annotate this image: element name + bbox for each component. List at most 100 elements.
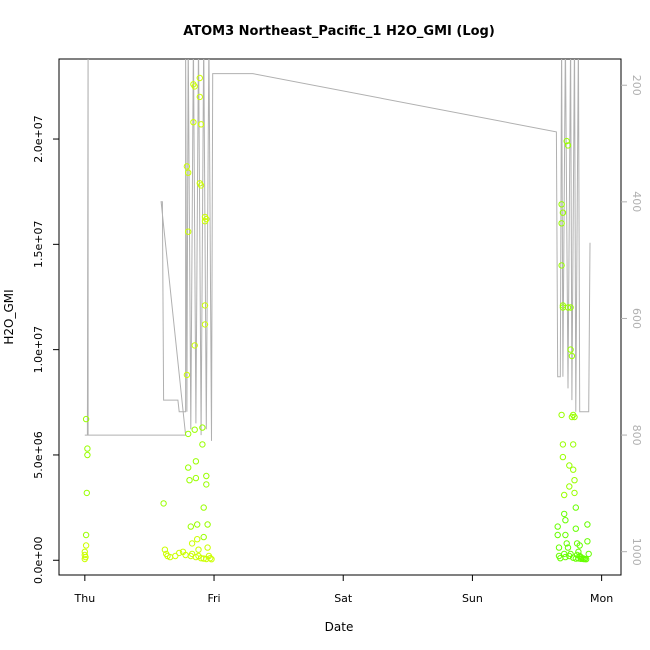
data-point	[185, 464, 192, 471]
data-point	[559, 209, 567, 216]
data-point	[566, 483, 573, 490]
pressure-line	[84, 59, 591, 441]
data-point	[567, 346, 574, 353]
data-point	[554, 531, 561, 539]
data-point	[192, 474, 200, 482]
data-point	[82, 415, 90, 423]
x-tick-label: Thu	[74, 592, 96, 605]
y-axis: 0.0e+00 5.0e+06 1.0e+07 1.5e+07 2.0e+07	[32, 115, 59, 584]
data-point	[194, 536, 201, 543]
data-point	[186, 477, 193, 484]
data-point	[176, 549, 183, 557]
right-tick-label: 1000	[630, 538, 643, 566]
data-point	[201, 321, 209, 328]
data-point	[562, 517, 569, 524]
data-point	[564, 544, 572, 551]
data-point	[554, 523, 561, 530]
data-point	[572, 525, 579, 532]
data-point	[585, 550, 592, 558]
data-point	[191, 426, 198, 433]
data-point	[563, 137, 570, 145]
y-tick-label: 1.0e+07	[32, 326, 45, 373]
data-point	[192, 458, 200, 465]
plot-frame	[58, 58, 622, 576]
data-point	[82, 531, 90, 539]
data-point	[201, 302, 209, 309]
data-point	[197, 182, 205, 189]
data-point	[559, 441, 567, 448]
data-point	[199, 441, 206, 448]
data-point	[207, 555, 214, 562]
data-point	[562, 531, 569, 539]
data-point	[185, 169, 192, 176]
data-point	[555, 544, 563, 551]
data-point	[203, 472, 210, 480]
y-tick-label: 5.0e+06	[32, 431, 45, 478]
data-point	[196, 93, 204, 101]
data-point	[183, 371, 191, 379]
data-point	[571, 413, 578, 421]
data-point	[203, 555, 210, 563]
data-point	[561, 550, 568, 558]
data-point	[84, 445, 91, 452]
data-point	[82, 542, 90, 549]
data-point	[584, 521, 591, 528]
data-point	[183, 163, 191, 170]
pressure-line-layer	[84, 59, 591, 441]
data-point	[562, 553, 569, 561]
data-point	[561, 510, 568, 518]
data-point	[204, 521, 211, 528]
data-point	[185, 228, 192, 235]
data-point	[564, 304, 572, 311]
y-tick-label: 1.5e+07	[32, 221, 45, 268]
data-point	[566, 552, 573, 560]
data-point	[81, 555, 89, 563]
data-point	[561, 491, 568, 499]
right-tick-label: 200	[630, 75, 643, 96]
data-point	[191, 342, 198, 349]
data-point	[564, 142, 572, 149]
data-point	[200, 533, 207, 541]
data-point	[190, 119, 197, 126]
data-point	[200, 555, 207, 562]
data-point	[172, 552, 179, 560]
data-point	[566, 462, 573, 469]
data-point	[196, 74, 204, 82]
x-axis-label: Date	[325, 620, 354, 634]
right-tick-label: 800	[630, 425, 643, 446]
y-tick-label: 2.0e+07	[32, 115, 45, 162]
x-axis: Thu Fri Sat Sun Mon	[74, 575, 613, 605]
data-point	[570, 441, 577, 448]
y-axis-label: H2O_GMI	[2, 289, 16, 344]
data-point	[161, 546, 169, 553]
data-point	[197, 121, 205, 128]
chart-title: ATOM3 Northeast_Pacific_1 H2O_GMI (Log)	[183, 24, 495, 39]
data-point	[203, 481, 210, 488]
data-point	[558, 411, 565, 419]
y-tick-label: 0.0e+00	[32, 537, 45, 584]
data-point	[188, 540, 196, 547]
data-point	[559, 453, 567, 461]
data-point	[575, 548, 582, 555]
data-point	[571, 477, 578, 484]
data-point	[568, 352, 576, 360]
data-point	[576, 542, 583, 549]
data-point	[570, 466, 577, 473]
data-point	[567, 304, 574, 311]
data-point	[195, 546, 202, 553]
data-point	[558, 262, 565, 269]
right-tick-label: 600	[630, 308, 643, 329]
data-point	[84, 451, 91, 459]
data-point	[580, 555, 587, 563]
data-point	[203, 215, 210, 223]
right-axis: 200 400 600 800 1000	[621, 75, 643, 566]
x-tick-label: Sat	[334, 592, 353, 605]
x-tick-label: Fri	[207, 592, 220, 605]
data-point	[187, 523, 195, 530]
data-point	[194, 521, 201, 528]
data-point	[83, 489, 91, 497]
right-tick-label: 400	[630, 191, 643, 212]
data-point	[584, 538, 591, 545]
data-point	[563, 540, 570, 547]
